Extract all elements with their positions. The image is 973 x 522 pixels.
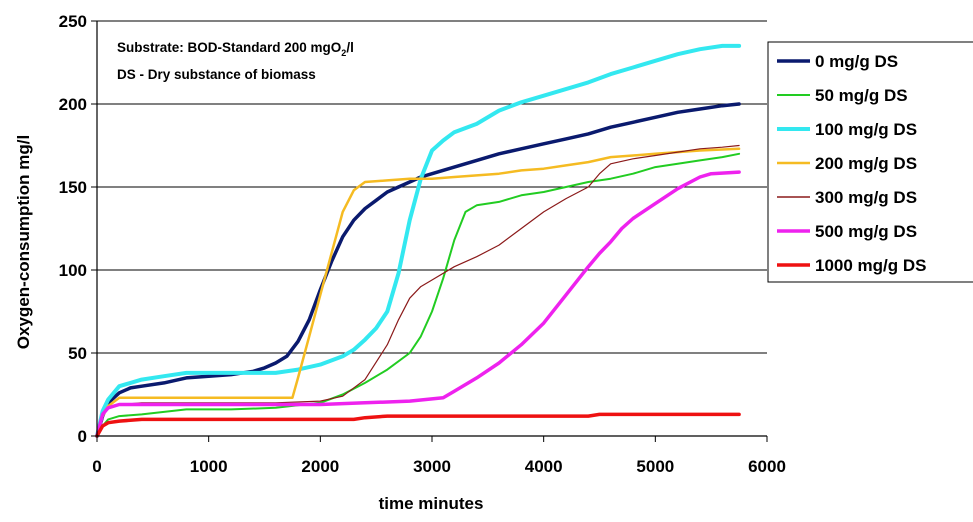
x-tick-label-0: 0	[92, 457, 101, 476]
x-tick-label-6: 6000	[748, 457, 786, 476]
y-tick-label-0: 0	[78, 427, 87, 446]
x-tick-label-2: 2000	[301, 457, 339, 476]
y-tick-label-1: 50	[68, 344, 87, 363]
annotation-line-1: Substrate: BOD-Standard 200 mgO2/l	[117, 40, 354, 58]
series-line-0	[95, 102, 741, 438]
x-axis-title: time minutes	[379, 494, 484, 513]
legend-label-5: 500 mg/g DS	[815, 222, 917, 241]
series-line-6	[95, 412, 741, 438]
series-line-3	[95, 147, 741, 438]
series-lines	[95, 43, 742, 438]
x-tick-label-1: 1000	[190, 457, 228, 476]
legend-label-2: 100 mg/g DS	[815, 120, 917, 139]
legend-label-6: 1000 mg/g DS	[815, 256, 927, 275]
y-tick-label-5: 250	[59, 12, 87, 31]
annotation-line-2: DS - Dry substance of biomass	[117, 67, 316, 82]
series-line-1	[96, 152, 741, 437]
legend-label-4: 300 mg/g DS	[815, 188, 917, 207]
x-tick-label-3: 3000	[413, 457, 451, 476]
y-tick-label-3: 150	[59, 178, 87, 197]
series-line-5	[95, 170, 741, 438]
x-tick-labels: 0 1000 2000 3000 4000 5000 6000	[92, 457, 786, 476]
legend-label-3: 200 mg/g DS	[815, 154, 917, 173]
legend-label-1: 50 mg/g DS	[815, 86, 908, 105]
legend-label-0: 0 mg/g DS	[815, 52, 898, 71]
y-tick-label-4: 200	[59, 95, 87, 114]
annotation: Substrate: BOD-Standard 200 mgO2/l DS - …	[117, 40, 354, 82]
x-tick-label-5: 5000	[636, 457, 674, 476]
axes	[91, 20, 768, 442]
y-tick-labels: 0 50 100 150 200 250	[59, 12, 87, 446]
series-line-2	[95, 43, 742, 438]
y-tick-label-2: 100	[59, 261, 87, 280]
y-axis-title: Oxygen-consumption mg/l	[14, 135, 33, 349]
x-tick-label-4: 4000	[525, 457, 563, 476]
legend: 0 mg/g DS 50 mg/g DS 100 mg/g DS 200 mg/g D…	[767, 41, 973, 283]
grid-lines	[97, 20, 767, 354]
